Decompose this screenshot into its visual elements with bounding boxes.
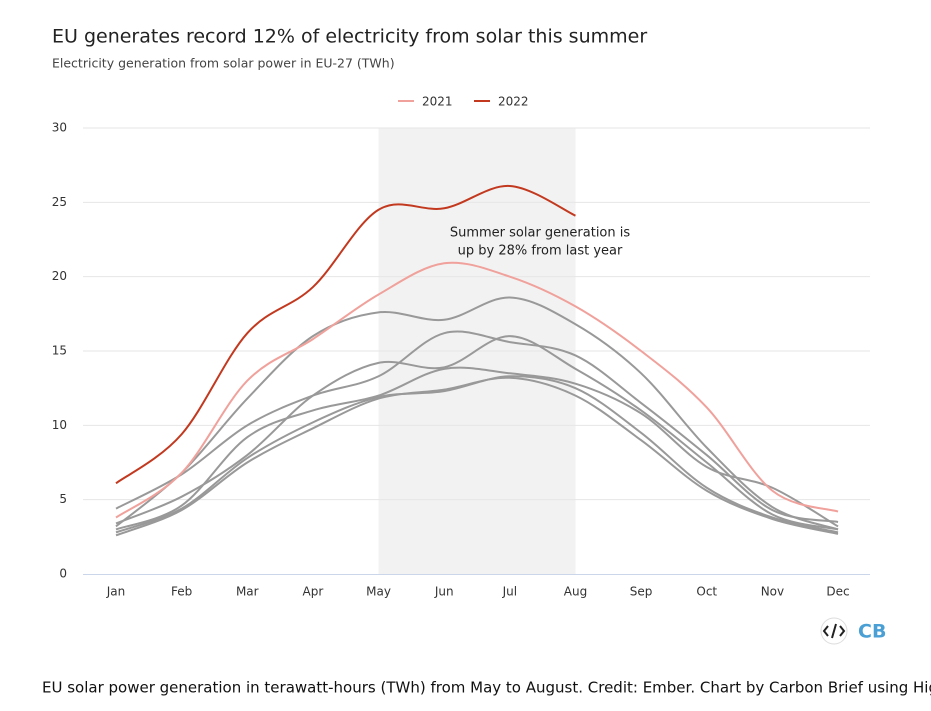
series-line <box>115 296 839 531</box>
series-line <box>115 376 839 537</box>
y-tick-label: 0 <box>59 567 67 581</box>
annotation: Summer solar generation is <box>450 226 631 241</box>
x-tick-label: Apr <box>303 585 324 599</box>
series-line <box>115 184 576 485</box>
x-tick-label: Nov <box>761 585 784 599</box>
y-tick-label: 25 <box>52 195 67 209</box>
y-tick-label: 10 <box>52 418 67 432</box>
legend-label: 2021 <box>422 95 453 109</box>
series-line <box>115 366 839 531</box>
caption: EU solar power generation in terawatt-ho… <box>42 679 931 697</box>
legend-label: 2022 <box>498 95 529 109</box>
x-tick-label: Jul <box>502 585 517 599</box>
series-line <box>115 261 839 519</box>
y-tick-label: 30 <box>52 121 67 135</box>
chart-title: EU generates record 12% of electricity f… <box>52 26 647 48</box>
series-line <box>115 335 839 531</box>
y-tick-label: 20 <box>52 269 67 283</box>
x-tick-label: Oct <box>696 585 717 599</box>
y-tick-label: 15 <box>52 344 67 358</box>
x-tick-label: Jan <box>106 585 126 599</box>
series-line <box>115 330 839 523</box>
y-tick-label: 5 <box>59 492 67 506</box>
x-tick-label: Dec <box>826 585 849 599</box>
x-tick-label: Feb <box>171 585 192 599</box>
chart-subtitle: Electricity generation from solar power … <box>52 56 395 71</box>
x-tick-label: Mar <box>236 585 259 599</box>
x-tick-label: Aug <box>564 585 587 599</box>
x-tick-label: Jun <box>434 585 454 599</box>
embed-icon[interactable] <box>820 617 848 645</box>
logo: CB <box>858 621 886 643</box>
x-tick-label: Sep <box>630 585 653 599</box>
annotation: up by 28% from last year <box>458 244 623 259</box>
x-tick-label: May <box>366 585 391 599</box>
embed-icon-glyph[interactable] <box>822 623 846 639</box>
